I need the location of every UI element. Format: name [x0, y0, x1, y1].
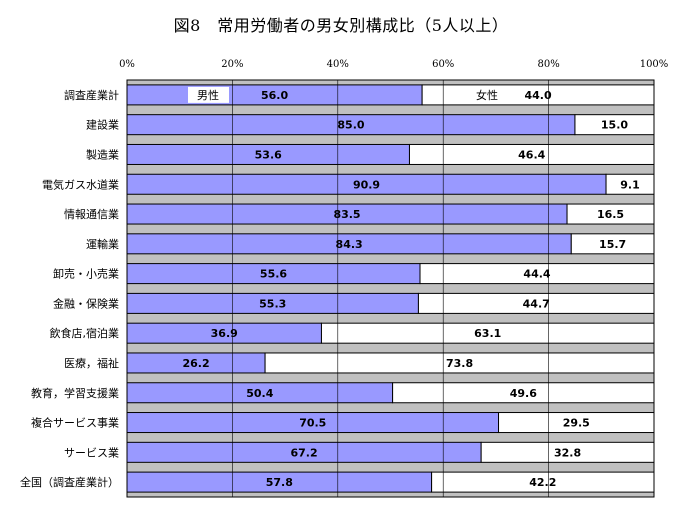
category-label: 建設業 [86, 118, 119, 132]
plot-border [126, 79, 655, 498]
data-label-female: 29.5 [563, 417, 590, 430]
data-label-male: 56.0 [261, 89, 288, 102]
category-label: 教育，学習支援業 [31, 386, 119, 400]
data-label-female: 42.2 [529, 476, 556, 489]
category-label: 複合サービス事業 [31, 416, 119, 430]
category-label: 調査産業計 [64, 88, 119, 102]
category-label: 医療，福祉 [64, 356, 119, 370]
data-label-female: 49.6 [510, 387, 537, 400]
data-label-female: 44.0 [524, 89, 551, 102]
data-label-male: 57.8 [266, 476, 293, 489]
legend-label-female: 女性 [476, 88, 498, 102]
data-label-male: 90.9 [353, 178, 380, 191]
category-label: 金融・保険業 [53, 296, 119, 310]
category-label: 飲食店,宿泊業 [50, 326, 120, 340]
legend-box-male [188, 86, 229, 103]
x-tick-label: 20% [221, 59, 243, 70]
category-label: 情報通信業 [64, 208, 119, 221]
data-label-female: 44.4 [523, 268, 550, 281]
data-label-female: 9.1 [620, 178, 640, 191]
data-label-female: 15.7 [599, 238, 626, 251]
data-label-female: 63.1 [474, 327, 501, 340]
data-label-male: 50.4 [246, 387, 273, 400]
chart-title: 図8 常用労働者の男女別構成比（5人以上） [173, 16, 509, 35]
x-tick-label: 0% [119, 59, 135, 70]
category-label: 電気ガス水道業 [42, 177, 119, 191]
category-label: サービス業 [64, 446, 119, 459]
category-label: 卸売・小売業 [53, 267, 119, 281]
x-tick-label: 40% [327, 59, 349, 70]
data-label-male: 55.3 [259, 297, 286, 310]
data-label-male: 85.0 [337, 119, 364, 132]
data-label-male: 36.9 [211, 327, 238, 340]
data-label-female: 16.5 [597, 208, 624, 221]
data-label-female: 32.8 [554, 446, 581, 459]
data-label-male: 67.2 [291, 446, 318, 459]
plot-area [127, 80, 654, 497]
data-label-male: 55.6 [260, 268, 287, 281]
data-label-male: 26.2 [182, 357, 209, 370]
x-tick-label: 100% [640, 59, 669, 70]
data-label-female: 46.4 [518, 148, 545, 161]
data-label-male: 83.5 [333, 208, 360, 221]
x-tick-label: 60% [432, 59, 454, 70]
category-label: 運輸業 [86, 237, 119, 251]
category-label: 製造業 [86, 147, 119, 161]
data-label-male: 53.6 [255, 148, 282, 161]
data-label-female: 15.0 [601, 119, 628, 132]
x-tick-label: 80% [537, 59, 559, 70]
data-label-female: 44.7 [523, 297, 550, 310]
data-label-female: 73.8 [446, 357, 473, 370]
legend-label-male: 男性 [197, 88, 219, 102]
data-label-male: 70.5 [299, 417, 326, 430]
category-label: 全国（調査産業計） [20, 475, 119, 489]
data-label-male: 84.3 [336, 238, 363, 251]
